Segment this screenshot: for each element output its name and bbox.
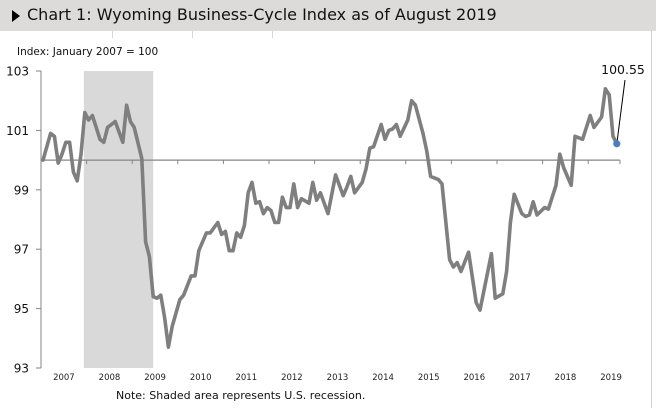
x-tick-label: 2013 (327, 373, 349, 383)
x-tick-label: 2015 (418, 373, 440, 383)
triangle-right-icon[interactable] (12, 10, 20, 22)
x-tick-label: 2012 (281, 373, 303, 383)
x-tick-label: 2011 (235, 373, 257, 383)
annotation-leader-line (616, 79, 626, 144)
x-tick-label: 2017 (509, 373, 531, 383)
y-tick-label: 99 (14, 183, 29, 197)
x-tick-label: 2010 (190, 373, 212, 383)
y-axis-label: Index: January 2007 = 100 (17, 46, 159, 58)
annotation-label: 100.55 (601, 62, 645, 77)
window-border (651, 31, 652, 408)
chart-note: Note: Shaded area represents U.S. recess… (116, 389, 366, 402)
cell-divider (112, 31, 113, 38)
latest-value-marker (613, 140, 621, 148)
y-tick-label: 97 (14, 243, 29, 257)
y-tick-label: 101 (6, 124, 29, 138)
x-tick-label: 2009 (144, 373, 166, 383)
x-tick-label: 2007 (53, 373, 75, 383)
y-tick-label: 95 (14, 302, 29, 316)
x-tick-label: 2016 (463, 373, 485, 383)
index-series-line (41, 87, 619, 350)
chart-title: Chart 1: Wyoming Business-Cycle Index as… (27, 5, 497, 24)
title-bar: Chart 1: Wyoming Business-Cycle Index as… (0, 0, 656, 31)
cell-divider (272, 31, 273, 38)
x-tick-label: 2008 (99, 373, 121, 383)
x-tick-label: 2018 (555, 373, 577, 383)
cell-divider (192, 31, 193, 38)
x-tick-label: 2014 (372, 373, 394, 383)
x-tick-label: 2019 (600, 373, 622, 383)
y-tick-label: 103 (6, 65, 29, 79)
y-tick-label: 93 (14, 362, 29, 376)
